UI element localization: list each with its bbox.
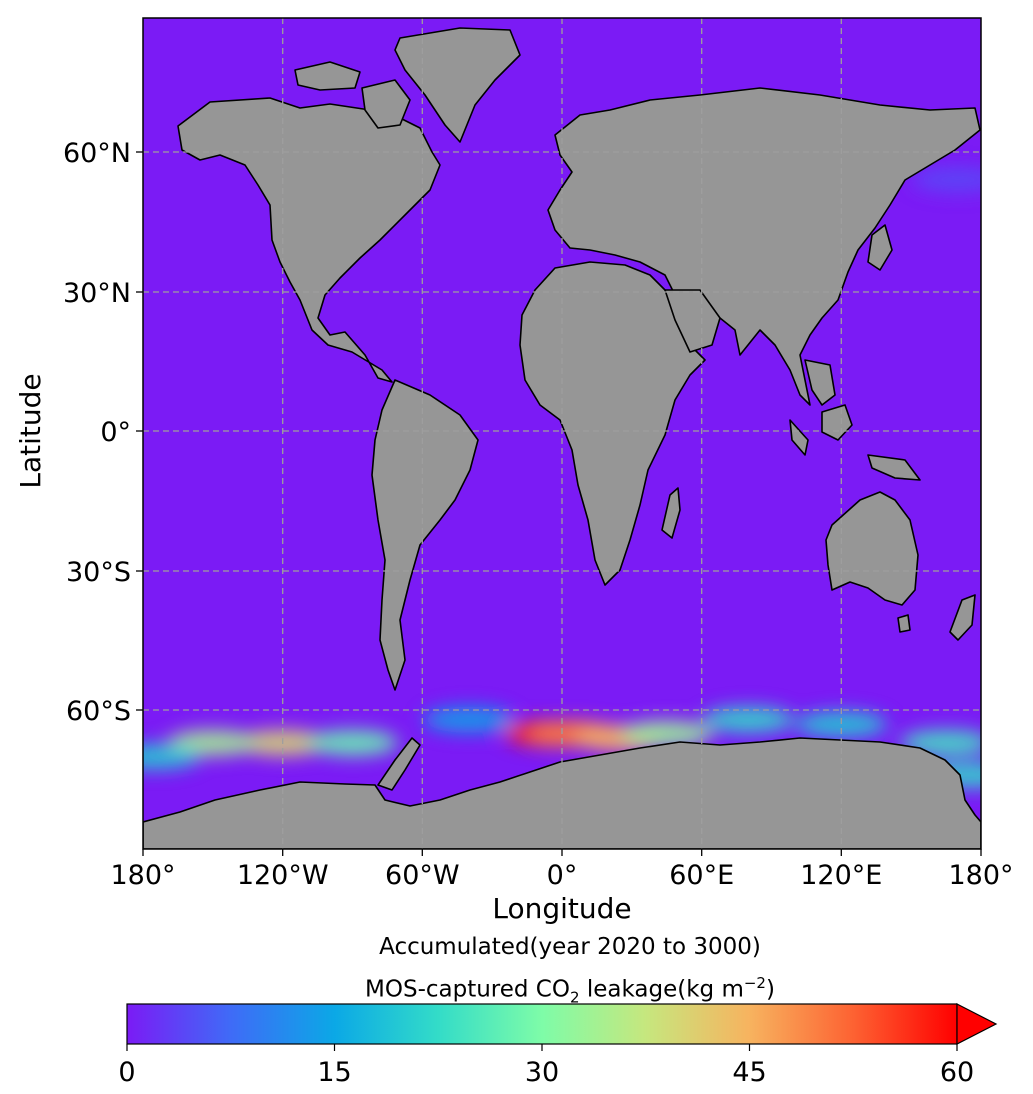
x-tick-label: 180° (948, 860, 1013, 891)
colorbar-tick-label: 0 (118, 1057, 135, 1088)
land-new-guinea (867, 454, 921, 481)
colorbar-title-superscript: −2 (743, 974, 766, 992)
x-tick-label: 60°E (669, 860, 734, 891)
x-axis-title: Longitude (492, 892, 631, 925)
land-africa (519, 261, 706, 586)
x-tick-label: 60°W (385, 860, 460, 891)
colorbar-title-mid: leakage(kg m (579, 976, 744, 1003)
y-tick-label: 60°S (66, 696, 131, 727)
leakage-hotspot (911, 166, 981, 193)
colorbar-tick-label: 15 (317, 1057, 351, 1088)
land-arabia (664, 289, 721, 353)
leakage-hotspot-layer (143, 166, 981, 789)
colorbar-tick-label: 60 (940, 1057, 974, 1088)
land-japan (867, 224, 893, 271)
y-axis: 60°N 30°N 0° 30°S 60°S Latitude (14, 138, 143, 727)
leakage-hotspot (422, 706, 515, 733)
colorbar-title-suffix: ) (765, 976, 775, 1003)
leakage-hotspot (702, 706, 795, 733)
y-tick-label: 30°N (63, 278, 131, 309)
colorbar-title-prefix: MOS-captured CO (365, 976, 570, 1003)
y-axis-title: Latitude (14, 373, 47, 488)
land-antarctic-peninsula (377, 737, 421, 791)
y-tick-label: 60°N (63, 138, 131, 169)
x-tick-label: 180° (110, 860, 175, 891)
land-tasmania (897, 614, 911, 633)
colorbar-gradient (126, 1003, 958, 1045)
x-tick-label: 120°W (237, 860, 329, 891)
leakage-hotspot (143, 743, 201, 770)
land-new-zealand (949, 594, 976, 641)
land-sumatra (789, 419, 809, 456)
land-arctic-islands (294, 61, 361, 91)
colorbar: 0 15 30 45 60 (118, 1003, 998, 1088)
land-greenland (394, 27, 521, 143)
y-tick-label: 0° (100, 417, 131, 448)
land-south-america (371, 379, 479, 691)
x-tick-label: 0° (547, 860, 578, 891)
y-tick-label: 30°S (66, 557, 131, 588)
colorbar-title-line-2: MOS-captured CO2 leakage(kg m−2) (120, 968, 1020, 1012)
land-baffin-island (361, 79, 411, 129)
colorbar-tick-label: 30 (525, 1057, 559, 1088)
colorbar-extend-arrow (956, 1003, 998, 1045)
land-indochina (804, 359, 836, 406)
leakage-hotspot (306, 729, 399, 756)
x-axis: 180° 120°W 60°W 0° 60°E 120°E 180° Longi… (110, 849, 1014, 925)
land-australia (825, 491, 919, 606)
colorbar-tick-label: 45 (732, 1057, 766, 1088)
land-madagascar (661, 487, 681, 539)
colorbar-title-subscript: 2 (569, 988, 580, 1007)
x-tick-label: 120°E (800, 860, 882, 891)
leakage-hotspot (620, 720, 713, 747)
land-eurasia (547, 87, 981, 406)
colorbar-title-line-1: Accumulated(year 2020 to 3000) (379, 934, 761, 960)
gridlines (143, 18, 981, 849)
leakage-hotspot (795, 711, 888, 738)
